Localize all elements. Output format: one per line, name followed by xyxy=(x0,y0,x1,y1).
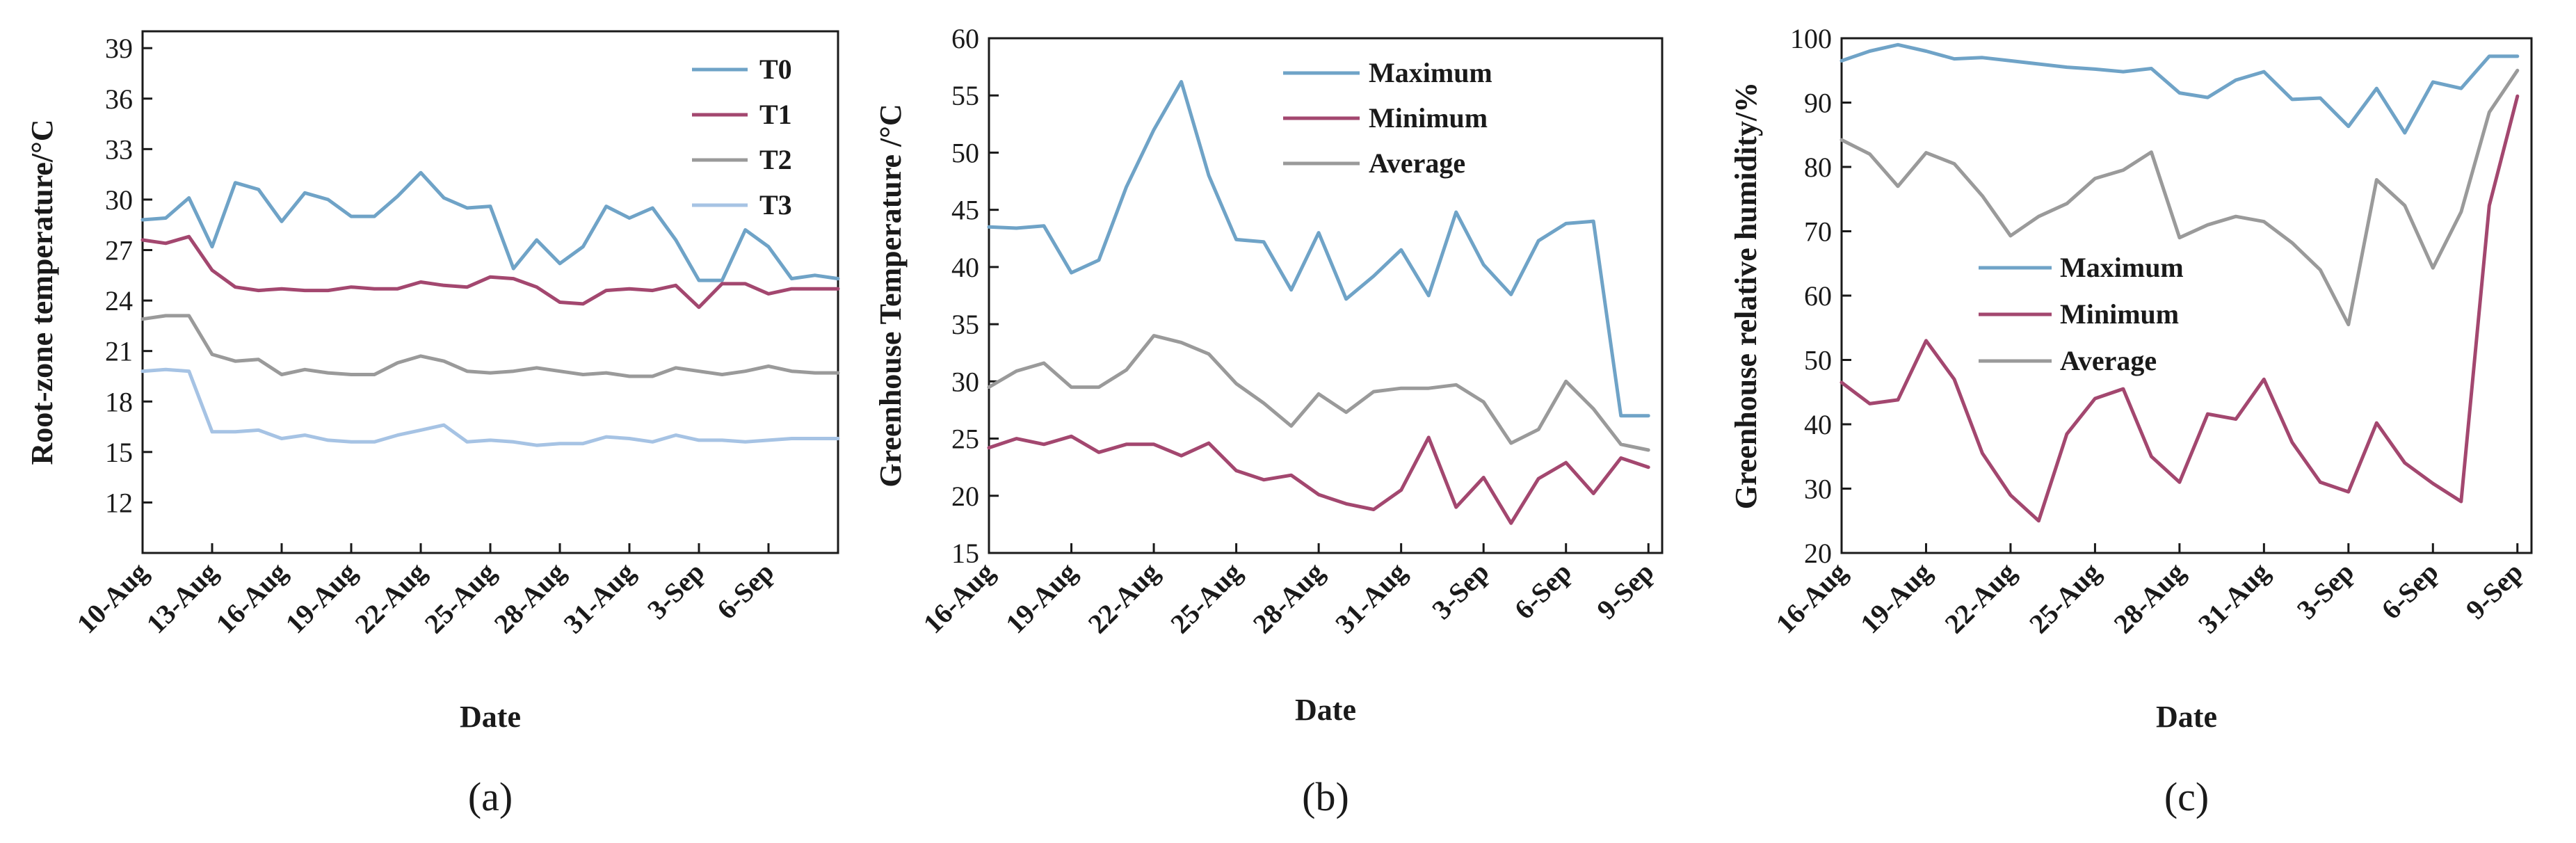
legend-label: T1 xyxy=(759,99,792,130)
legend-label: Maximum xyxy=(2060,252,2184,283)
x-tick-label: 9-Sep xyxy=(1591,556,1659,625)
x-tick-label: 13-Aug xyxy=(140,556,224,640)
y-tick-label: 12 xyxy=(105,487,133,518)
chart-panel-0: 12 15 18 21 24 27 30 33 36 39 10-Aug13-Aug16-Aug19… xyxy=(25,30,840,819)
series-line-maximum xyxy=(987,80,1650,418)
legend: Maximum Minimum Average xyxy=(1979,252,2184,376)
legend-label: T0 xyxy=(759,54,792,85)
series-line-minimum xyxy=(1840,94,2520,523)
series-line-t1 xyxy=(140,234,840,310)
series-line-t3 xyxy=(140,367,840,447)
y-tick-label: 50 xyxy=(951,137,979,168)
series-line-maximum xyxy=(1840,42,2520,135)
x-axis-title: Date xyxy=(460,700,521,734)
y-tick-label: 40 xyxy=(951,252,979,283)
x-tick-label: 16-Aug xyxy=(210,556,293,640)
y-tick-label: 60 xyxy=(1804,280,1832,312)
legend-label: Minimum xyxy=(1369,102,1488,134)
y-axis-title: Root-zone temperature/°C xyxy=(25,120,59,465)
x-tick-label: 25-Aug xyxy=(1164,556,1248,640)
y-tick-label: 55 xyxy=(951,80,979,111)
y-tick-label: 35 xyxy=(951,309,979,340)
y-axis-title: Greenhouse relative humidity/% xyxy=(1729,82,1763,509)
y-tick-label: 70 xyxy=(1804,216,1832,248)
x-tick-label: 28-Aug xyxy=(1247,556,1330,640)
y-tick-label: 15 xyxy=(951,538,979,569)
x-tick-label: 22-Aug xyxy=(349,556,433,640)
y-tick-label: 18 xyxy=(105,386,133,417)
legend: T0 T1 T2 T3 xyxy=(692,54,792,220)
x-tick-label: 31-Aug xyxy=(1329,556,1412,640)
series-line-average xyxy=(987,334,1650,452)
legend-label: Average xyxy=(1369,147,1465,179)
panel-label: (b) xyxy=(1302,774,1349,819)
x-tick-label: 19-Aug xyxy=(280,556,363,640)
x-tick-label: 10-Aug xyxy=(71,556,154,640)
chart-panel-1: 1520253035404550556016-Aug19-Aug22-Aug25… xyxy=(874,23,1664,819)
y-tick-label: 15 xyxy=(105,437,133,468)
legend-label: T3 xyxy=(759,189,792,220)
series-line-t2 xyxy=(140,314,840,378)
x-tick-label: 19-Aug xyxy=(1854,556,1938,640)
x-tick-label: 6-Sep xyxy=(1508,556,1577,625)
x-tick-label: 31-Aug xyxy=(558,556,641,640)
y-tick-label: 80 xyxy=(1804,152,1832,183)
x-tick-label: 19-Aug xyxy=(999,556,1083,640)
plot-frame xyxy=(1840,37,2533,554)
legend: Maximum Minimum Average xyxy=(1283,57,1492,179)
y-tick-label: 33 xyxy=(105,134,133,165)
y-tick-label: 39 xyxy=(105,33,133,64)
x-tick-label: 6-Sep xyxy=(2375,556,2444,625)
series-line-t0 xyxy=(140,170,840,282)
y-tick-label: 36 xyxy=(105,83,133,115)
y-tick-label: 27 xyxy=(105,235,133,266)
y-tick-label: 90 xyxy=(1804,88,1832,119)
series-line-minimum xyxy=(987,434,1650,525)
y-tick-label: 24 xyxy=(105,285,133,316)
x-tick-label: 28-Aug xyxy=(2107,556,2191,640)
x-tick-label: 6-Sep xyxy=(711,556,780,625)
y-tick-label: 45 xyxy=(951,195,979,226)
panel-label: (c) xyxy=(2164,774,2209,819)
x-tick-label: 25-Aug xyxy=(419,556,502,640)
y-tick-label: 20 xyxy=(951,481,979,512)
y-tick-label: 30 xyxy=(105,184,133,216)
y-axis-title: Greenhouse Temperature /°C xyxy=(874,104,908,487)
x-axis-title: Date xyxy=(1295,693,1356,727)
x-tick-label: 9-Sep xyxy=(2460,556,2529,625)
plot-frame xyxy=(988,37,1664,554)
y-tick-label: 60 xyxy=(951,23,979,54)
x-tick-label: 28-Aug xyxy=(488,556,572,640)
y-tick-label: 30 xyxy=(1804,474,1832,505)
x-tick-label: 3-Sep xyxy=(1426,556,1495,625)
legend-label: Minimum xyxy=(2060,298,2179,330)
y-tick-label: 20 xyxy=(1804,538,1832,569)
plot-frame xyxy=(141,30,839,554)
y-tick-label: 40 xyxy=(1804,409,1832,440)
legend-label: T2 xyxy=(759,144,792,175)
y-tick-label: 100 xyxy=(1790,23,1832,54)
y-tick-label: 25 xyxy=(951,424,979,455)
x-axis-title: Date xyxy=(2156,700,2217,734)
panel-label: (a) xyxy=(468,774,513,819)
legend-label: Average xyxy=(2060,345,2157,376)
y-tick-label: 50 xyxy=(1804,345,1832,376)
x-tick-label: 3-Sep xyxy=(2291,556,2360,625)
x-tick-label: 3-Sep xyxy=(641,556,710,625)
series-line-average xyxy=(1840,68,2520,327)
legend-label: Maximum xyxy=(1369,57,1492,88)
x-tick-label: 31-Aug xyxy=(2192,556,2276,640)
y-tick-label: 21 xyxy=(105,336,133,367)
x-tick-label: 22-Aug xyxy=(1938,556,2022,640)
x-tick-label: 25-Aug xyxy=(2023,556,2107,640)
y-tick-label: 30 xyxy=(951,366,979,397)
x-tick-label: 22-Aug xyxy=(1082,556,1166,640)
